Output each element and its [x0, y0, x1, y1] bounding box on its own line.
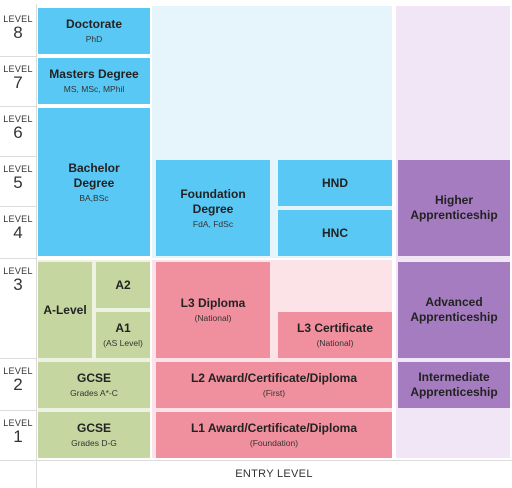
level-6-label: LEVEL 6	[0, 108, 36, 142]
block-subtitle: (Foundation)	[249, 438, 299, 448]
level-word: LEVEL	[3, 418, 33, 428]
level-number: 7	[13, 73, 23, 92]
l1-award-block: L1 Award/Certificate/Diploma (Foundation…	[156, 412, 392, 458]
l3-certificate-block: L3 Certificate (National)	[278, 312, 392, 358]
level-number: 3	[13, 275, 23, 294]
row-divider	[0, 206, 36, 207]
doctorate-block: Doctorate PhD	[38, 8, 150, 54]
level-number: 6	[13, 123, 23, 142]
block-title: A2	[115, 277, 131, 292]
higher-apprenticeship-block: Higher Apprenticeship	[398, 160, 510, 256]
row-divider	[0, 106, 36, 107]
block-title: L2 Award/Certificate/Diploma	[190, 371, 358, 385]
block-title: HNC	[322, 225, 348, 240]
level-4-label: LEVEL 4	[0, 208, 36, 242]
block-subtitle: (National)	[316, 338, 354, 348]
a2-block: A2	[96, 262, 150, 308]
level-word: LEVEL	[3, 114, 33, 124]
level-1-label: LEVEL 1	[0, 412, 36, 446]
level-word: LEVEL	[3, 14, 33, 24]
level-8-label: LEVEL 8	[0, 8, 36, 42]
block-subtitle: Grades D-G	[71, 438, 117, 448]
level-word: LEVEL	[3, 64, 33, 74]
block-title: Bachelor Degree	[68, 160, 120, 190]
block-title: Higher Apprenticeship	[410, 193, 498, 222]
row-divider	[0, 156, 36, 157]
foundation-degree-block: Foundation Degree FdA, FdSc	[156, 160, 270, 256]
block-subtitle: FdA, FdSc	[192, 218, 234, 229]
gcse-d-g-block: GCSE Grades D-G	[38, 412, 150, 458]
row-divider	[0, 410, 36, 411]
level-3-label: LEVEL 3	[0, 260, 36, 294]
bachelor-degree-block: Bachelor Degree BA,BSc	[38, 108, 150, 256]
level-number: 2	[13, 375, 23, 394]
block-title: GCSE	[76, 421, 111, 435]
block-title: A1	[115, 321, 131, 335]
block-subtitle: (First)	[262, 388, 286, 398]
hnc-block: HNC	[278, 210, 392, 256]
masters-degree-block: Masters Degree MS, MSc, MPhil	[38, 58, 150, 104]
block-title: Advanced Apprenticeship	[410, 295, 498, 324]
l3-diploma-block: L3 Diploma (National)	[156, 262, 270, 358]
block-title: Doctorate	[65, 17, 122, 31]
level-5-label: LEVEL 5	[0, 158, 36, 192]
level-number: 8	[13, 23, 23, 42]
block-title: L3 Certificate	[296, 321, 374, 335]
block-subtitle: BA,BSc	[79, 192, 109, 203]
row-divider	[0, 258, 36, 259]
level-number: 1	[13, 427, 23, 446]
advanced-apprenticeship-block: Advanced Apprenticeship	[398, 262, 510, 358]
block-subtitle: Grades A*-C	[70, 388, 118, 398]
level-7-label: LEVEL 7	[0, 58, 36, 92]
level-word: LEVEL	[3, 266, 33, 276]
block-title: Masters Degree	[49, 67, 139, 81]
block-title: A-Level	[43, 302, 87, 317]
block-title: GCSE	[76, 371, 111, 385]
hnd-block: HND	[278, 160, 392, 206]
level-word: LEVEL	[3, 366, 33, 376]
level-word: LEVEL	[3, 214, 33, 224]
row-divider	[0, 358, 36, 359]
level-number: 5	[13, 173, 23, 192]
gcse-a-c-block: GCSE Grades A*-C	[38, 362, 150, 408]
block-title: L1 Award/Certificate/Diploma	[190, 421, 358, 435]
label-column-divider	[36, 4, 37, 488]
a-level-block: A-Level	[38, 262, 92, 358]
level-2-label: LEVEL 2	[0, 360, 36, 394]
block-title: Foundation Degree	[180, 186, 246, 216]
block-title: L3 Diploma	[180, 296, 246, 310]
entry-level-label: ENTRY LEVEL	[235, 468, 313, 480]
level-number: 4	[13, 223, 23, 242]
row-divider	[0, 56, 36, 57]
block-title: HND	[322, 175, 348, 190]
block-subtitle: MS, MSc, MPhil	[63, 84, 125, 94]
level-word: LEVEL	[3, 164, 33, 174]
block-subtitle: (National)	[194, 313, 232, 323]
entry-divider	[0, 460, 512, 461]
block-subtitle: PhD	[85, 34, 103, 44]
a1-block: A1 (AS Level)	[96, 312, 150, 358]
block-subtitle: (AS Level)	[103, 338, 143, 348]
l2-award-block: L2 Award/Certificate/Diploma (First)	[156, 362, 392, 408]
block-title: Intermediate Apprenticeship	[410, 370, 498, 399]
intermediate-apprenticeship-block: Intermediate Apprenticeship	[398, 362, 510, 408]
